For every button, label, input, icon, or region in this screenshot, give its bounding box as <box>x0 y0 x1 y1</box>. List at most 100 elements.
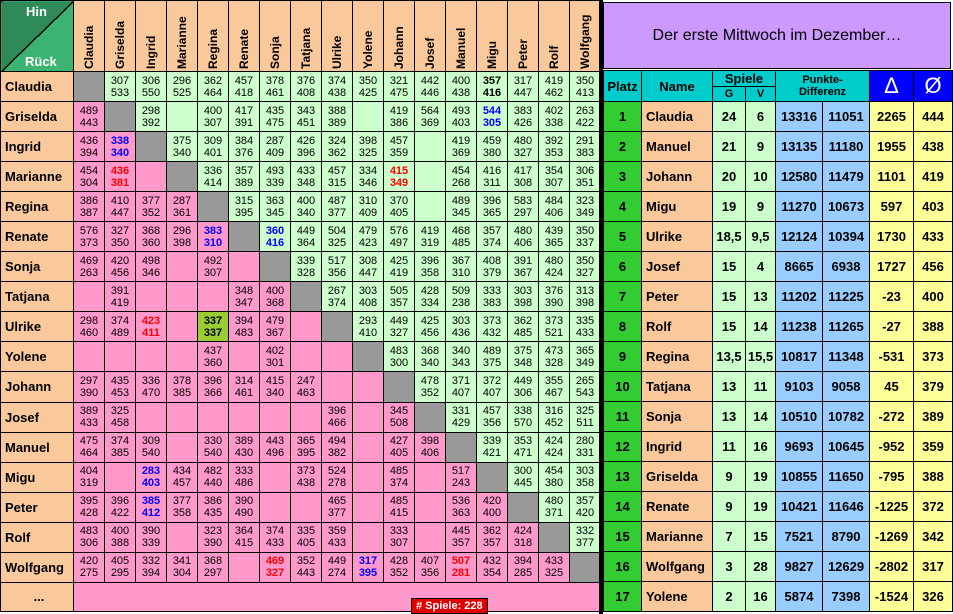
score-cell: 484 406 <box>538 191 570 223</box>
score-rueck: 533 <box>110 86 130 99</box>
score-hin: 419 <box>420 224 440 237</box>
score-hin: 408 <box>482 254 502 267</box>
score-hin: 405 <box>110 555 130 568</box>
score-rueck: 295 <box>110 567 130 580</box>
score-rueck: 357 <box>482 537 502 550</box>
rank-won: 13 <box>712 401 746 432</box>
score-cell: 350 327 <box>569 251 601 283</box>
score-cell: 432 354 <box>476 551 508 583</box>
score-hin: 454 <box>79 164 99 177</box>
rank-average: 438 <box>913 131 953 162</box>
score-hin: 400 <box>296 194 316 207</box>
score-hin: 373 <box>482 314 502 327</box>
score-cell: 308 447 <box>352 251 384 283</box>
score-rueck: 415 <box>389 507 409 520</box>
score-rueck: 285 <box>513 567 533 580</box>
score-rueck: 305 <box>482 116 502 129</box>
score-rueck: 310 <box>203 236 223 249</box>
rank-name: Marianne <box>641 521 713 552</box>
score-cell: 443 496 <box>259 431 291 463</box>
score-rueck: 416 <box>265 236 285 249</box>
score-rueck: 540 <box>203 447 223 460</box>
rank-name: Claudia <box>641 101 713 132</box>
score-cell: 300 445 <box>507 461 539 493</box>
rank-difference: -272 <box>869 401 915 432</box>
score-cell <box>321 341 353 373</box>
score-hin: 426 <box>296 134 316 147</box>
rank-won: 13 <box>712 371 746 402</box>
rank-lost: 28 <box>744 551 777 582</box>
score-hin: 383 <box>513 104 533 117</box>
score-cell: 335 433 <box>569 311 601 343</box>
rank-average: 317 <box>913 551 953 582</box>
score-rueck: 429 <box>451 417 471 430</box>
table-row: Marianne 454 304 436 381 336 414 357 389 493 339 43… <box>0 161 601 193</box>
score-rueck: 353 <box>544 146 564 159</box>
score-hin: 424 <box>544 435 564 448</box>
score-cell: 457 315 <box>321 161 353 193</box>
score-cell: 357 374 <box>476 221 508 253</box>
score-rueck: 307 <box>544 176 564 189</box>
score-rueck: 380 <box>544 477 564 490</box>
score-cell: 454 380 <box>538 461 570 493</box>
score-cell: 293 410 <box>352 311 384 343</box>
score-rueck: 570 <box>513 417 533 430</box>
ranking-row: 17 Yolene 2 16 5874 7398 -1524 326 <box>603 581 953 612</box>
rank-lost: 15 <box>744 521 777 552</box>
score-hin: 479 <box>265 314 285 327</box>
column-header-label: Tatjana <box>299 27 313 69</box>
score-cell: 390 490 <box>228 491 260 523</box>
score-cell <box>104 461 136 493</box>
score-cell: 459 380 <box>476 131 508 163</box>
score-hin: 364 <box>234 525 254 538</box>
rueck-label: Rück <box>25 54 57 69</box>
score-rueck: 433 <box>265 537 285 550</box>
score-cell <box>259 251 291 283</box>
score-cell: 428 334 <box>414 281 446 313</box>
rank-points-against: 10782 <box>822 401 871 432</box>
score-rueck: 419 <box>389 266 409 279</box>
score-rueck: 340 <box>296 206 316 219</box>
rank-name: Griselda <box>641 461 713 492</box>
rank-difference: 1101 <box>869 161 915 192</box>
score-rueck: 411 <box>142 326 160 339</box>
rank-lost: 15,5 <box>744 341 777 372</box>
score-hin: 291 <box>575 134 595 147</box>
score-rueck: 428 <box>79 507 99 520</box>
score-cell: 424 424 <box>538 431 570 463</box>
score-rueck: 400 <box>482 507 502 520</box>
table-row: Regina 386 387 410 447 377 352 287 361 315 395 363 3… <box>0 191 601 223</box>
column-header-label: Rolf <box>547 45 561 69</box>
score-cell: 480 371 <box>538 491 570 523</box>
rank-points-against: 11225 <box>822 281 871 312</box>
table-row: Rolf 483 306 400 388 390 339 323 390 364 415 374 433… <box>0 521 601 553</box>
score-rueck: 297 <box>203 567 223 580</box>
score-cell <box>414 131 446 163</box>
rank-average: 372 <box>913 491 953 522</box>
score-cell: 267 374 <box>321 281 353 313</box>
score-hin: 478 <box>420 374 440 387</box>
score-rueck: 325 <box>327 236 347 249</box>
rank-points-against: 6938 <box>822 251 871 282</box>
column-header-tatjana: Tatjana <box>290 0 322 72</box>
score-cell <box>73 341 105 373</box>
score-cell: 487 377 <box>321 191 353 223</box>
score-hin: 489 <box>451 194 471 207</box>
score-rueck: 306 <box>79 537 99 550</box>
score-rueck: 361 <box>172 206 192 219</box>
score-rueck: 461 <box>234 386 254 399</box>
score-hin: 296 <box>172 74 192 87</box>
score-rueck: 358 <box>172 507 192 520</box>
header-average: Ø <box>913 70 953 102</box>
rank-points-for: 13135 <box>775 131 824 162</box>
score-cell: 493 339 <box>259 161 291 193</box>
score-rueck: 543 <box>575 386 595 399</box>
rank-platz: 10 <box>603 371 642 402</box>
score-cell: 439 365 <box>538 221 570 253</box>
score-hin: 297 <box>79 374 99 387</box>
score-cell: 350 425 <box>352 70 384 103</box>
score-hin: 368 <box>203 555 223 568</box>
score-hin: 357 <box>482 224 502 237</box>
score-cell: 374 489 <box>104 311 136 343</box>
